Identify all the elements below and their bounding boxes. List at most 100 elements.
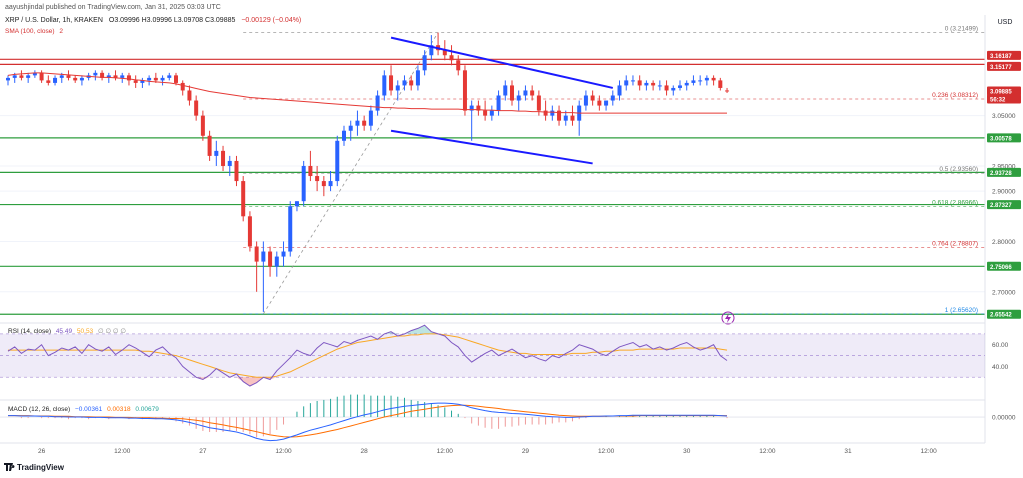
candle-body[interactable] (543, 110, 548, 116)
candle-body[interactable] (664, 85, 669, 91)
channel-lower-line[interactable] (390, 129, 593, 165)
candle-body[interactable] (523, 90, 528, 96)
candle-body[interactable] (160, 77, 165, 81)
candle-body[interactable] (550, 110, 555, 116)
candle-body[interactable] (254, 246, 259, 262)
candle-body[interactable] (557, 110, 562, 121)
candle-body[interactable] (698, 80, 703, 82)
candle-body[interactable] (583, 95, 588, 106)
candle-body[interactable] (153, 77, 158, 81)
candle-body[interactable] (462, 70, 467, 111)
candle-body[interactable] (342, 130, 346, 141)
candle-body[interactable] (261, 251, 266, 262)
candle-body[interactable] (19, 75, 24, 78)
candle-body[interactable] (207, 135, 212, 156)
candle-body[interactable] (704, 77, 709, 81)
candle-body[interactable] (6, 77, 10, 81)
candle-body[interactable] (442, 50, 447, 56)
candle-body[interactable] (39, 72, 44, 81)
candle-body[interactable] (570, 115, 575, 121)
candle-body[interactable] (389, 75, 394, 91)
candle-body[interactable] (429, 45, 434, 56)
candle-body[interactable] (375, 95, 380, 111)
candle-body[interactable] (678, 85, 682, 88)
candle-body[interactable] (409, 80, 414, 86)
candle-body[interactable] (126, 75, 131, 81)
candle-body[interactable] (194, 100, 199, 116)
candle-body[interactable] (26, 75, 31, 78)
candle-body[interactable] (637, 80, 642, 86)
candle-body[interactable] (301, 165, 306, 202)
candle-body[interactable] (483, 110, 488, 116)
candle-body[interactable] (79, 77, 84, 81)
candle-body[interactable] (328, 181, 333, 187)
candle-body[interactable] (167, 75, 172, 78)
candle-body[interactable] (53, 77, 58, 83)
candle-body[interactable] (59, 75, 64, 78)
candle-body[interactable] (348, 125, 353, 131)
candle-body[interactable] (93, 72, 98, 76)
channel-upper-line[interactable] (390, 36, 614, 89)
candle-body[interactable] (563, 115, 568, 121)
candle-body[interactable] (684, 82, 689, 86)
candle-body[interactable] (355, 120, 360, 126)
candle-body[interactable] (536, 95, 541, 111)
candle-body[interactable] (335, 140, 340, 182)
candle-body[interactable] (597, 100, 602, 106)
candle-body[interactable] (496, 95, 501, 111)
candle-body[interactable] (106, 75, 111, 78)
candle-body[interactable] (725, 90, 730, 92)
candle-body[interactable] (200, 115, 205, 136)
candle-body[interactable] (308, 165, 313, 177)
candle-body[interactable] (395, 85, 400, 91)
candle-body[interactable] (590, 95, 595, 101)
candle-body[interactable] (469, 105, 474, 111)
candle-body[interactable] (133, 80, 138, 83)
candle-body[interactable] (610, 95, 615, 101)
candle-body[interactable] (315, 176, 320, 182)
candle-body[interactable] (604, 100, 609, 106)
candle-body[interactable] (657, 85, 662, 87)
candle-body[interactable] (711, 77, 716, 81)
candle-body[interactable] (530, 90, 535, 96)
candle-body[interactable] (456, 60, 461, 71)
candle-body[interactable] (691, 80, 696, 83)
candle-body[interactable] (113, 75, 118, 78)
candle-body[interactable] (617, 85, 622, 96)
candle-body[interactable] (241, 181, 246, 217)
candle-body[interactable] (516, 95, 521, 101)
candle-body[interactable] (234, 160, 239, 182)
candle-body[interactable] (671, 87, 676, 91)
candle-body[interactable] (422, 55, 427, 71)
candle-body[interactable] (321, 181, 326, 187)
candle-body[interactable] (147, 77, 152, 81)
candle-body[interactable] (221, 150, 226, 166)
candle-body[interactable] (630, 80, 635, 82)
candle-body[interactable] (489, 110, 494, 116)
candle-body[interactable] (651, 82, 656, 86)
candle-body[interactable] (12, 75, 17, 78)
candle-body[interactable] (510, 85, 514, 101)
candle-body[interactable] (247, 216, 252, 247)
lightning-icon[interactable] (721, 311, 735, 325)
candle-body[interactable] (140, 80, 145, 83)
candle-body[interactable] (476, 105, 481, 111)
candle-body[interactable] (120, 75, 125, 78)
candle-body[interactable] (268, 251, 273, 267)
candle-body[interactable] (227, 160, 232, 166)
candle-body[interactable] (644, 82, 649, 86)
candle-body[interactable] (66, 75, 71, 78)
candle-body[interactable] (180, 82, 185, 91)
candle-body[interactable] (449, 55, 454, 61)
candle-body[interactable] (32, 72, 37, 76)
candle-body[interactable] (294, 201, 299, 207)
candle-body[interactable] (718, 80, 723, 88)
candle-body[interactable] (73, 77, 78, 81)
candle-body[interactable] (382, 75, 387, 96)
candle-body[interactable] (214, 150, 219, 156)
candle-body[interactable] (100, 72, 105, 78)
candle-body[interactable] (46, 80, 51, 83)
candle-body[interactable] (174, 75, 178, 83)
candle-body[interactable] (281, 251, 286, 257)
